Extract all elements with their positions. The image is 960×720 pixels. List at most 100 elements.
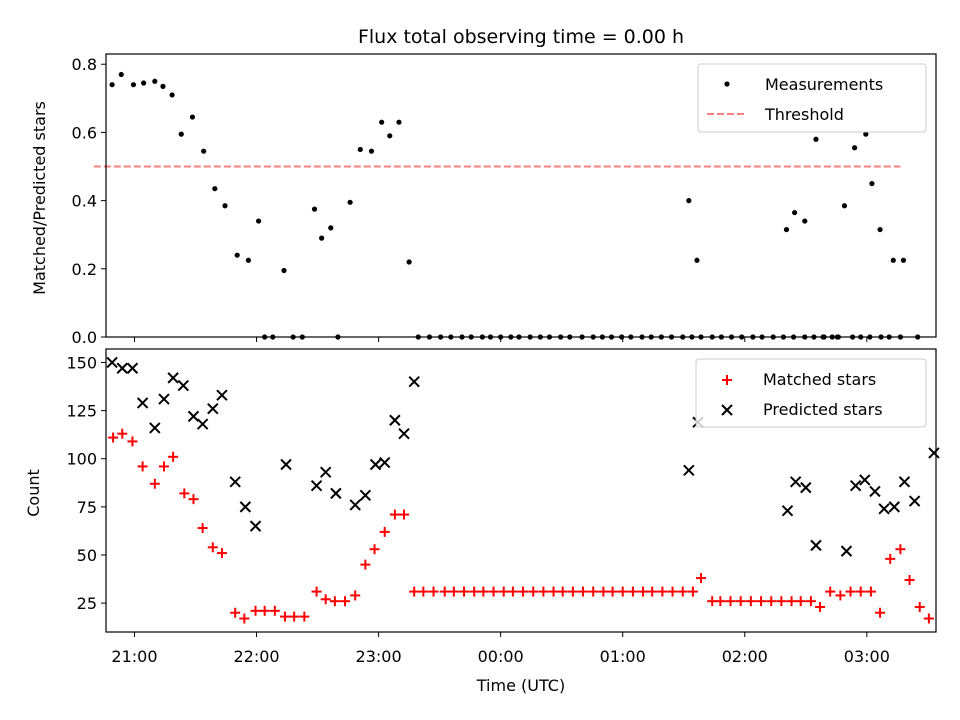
- matched-star-point: [696, 573, 707, 584]
- top-y-tick-label: 0.2: [72, 260, 97, 279]
- predicted-star-point: [869, 485, 881, 498]
- measurement-point: [877, 226, 883, 233]
- matched-star-point: [350, 590, 361, 601]
- matched-star-point: [776, 596, 787, 607]
- matched-star-point: [197, 523, 208, 534]
- matched-star-point: [548, 586, 559, 597]
- measurement-point: [396, 119, 402, 125]
- matched-star-point: [311, 586, 322, 597]
- predicted-star-point: [330, 487, 342, 500]
- measurement-point: [841, 203, 848, 209]
- predicted-star-point: [280, 458, 292, 471]
- predicted-star-point: [789, 476, 802, 488]
- matched-star-point: [647, 586, 658, 597]
- bottom-y-tick-label: 50: [77, 546, 97, 565]
- matched-star-point: [865, 586, 876, 597]
- matched-star-point: [149, 478, 160, 489]
- measurement-point: [245, 257, 252, 263]
- measurement-point: [178, 131, 184, 137]
- predicted-star-point: [683, 464, 695, 476]
- matched-star-point: [687, 586, 698, 597]
- matched-star-point: [360, 559, 371, 570]
- matched-star-point: [507, 586, 518, 597]
- top-y-tick-label: 0.0: [72, 328, 97, 347]
- legend-matched-marker: [722, 375, 732, 385]
- matched-star-point: [895, 544, 906, 555]
- measurement-point: [169, 92, 175, 98]
- measurement-point: [783, 226, 790, 233]
- matched-star-point: [108, 432, 119, 443]
- predicted-star-point: [928, 447, 940, 459]
- matched-star-point: [567, 586, 578, 597]
- measurement-point: [869, 180, 875, 187]
- predicted-star-point: [158, 393, 170, 405]
- matched-star-point: [379, 526, 390, 537]
- top-x-ticks: [133, 337, 868, 342]
- matched-star-point: [469, 586, 480, 597]
- predicted-star-point: [249, 520, 262, 532]
- bottom-legend: Matched stars Predicted stars: [695, 358, 927, 428]
- matched-star-point: [439, 586, 450, 597]
- measurement-point: [357, 146, 363, 153]
- matched-star-point: [627, 586, 638, 597]
- matched-star-point: [448, 586, 459, 597]
- matched-star-point: [914, 601, 925, 612]
- measurement-point: [890, 257, 896, 263]
- measurement-point: [189, 114, 196, 120]
- matched-star-point: [488, 586, 499, 597]
- matched-star-point: [745, 596, 756, 607]
- top-legend-box: [697, 63, 927, 133]
- matched-star-point: [766, 596, 777, 607]
- bottom-y-ticks: 25 50 75 100 125 150: [66, 353, 106, 613]
- top-y-axis-label: Matched/Predicted stars: [30, 101, 49, 295]
- matched-star-point: [677, 586, 688, 597]
- matched-star-point: [557, 586, 568, 597]
- top-y-ticks: 0.0 0.2 0.4 0.6 0.8: [72, 55, 106, 347]
- bottom-x-tick-label: 02:00: [722, 647, 768, 666]
- measurement-point: [813, 136, 819, 142]
- matched-star-point: [428, 586, 439, 597]
- top-y-tick-label: 0.4: [72, 192, 97, 211]
- measurement-point: [347, 199, 353, 205]
- matched-star-point: [239, 613, 250, 624]
- predicted-star-point: [840, 545, 853, 557]
- predicted-star-point: [878, 503, 890, 515]
- matched-star-point: [845, 586, 856, 597]
- matched-star-point: [855, 586, 866, 597]
- predicted-star-point: [859, 474, 871, 486]
- matched-star-point: [269, 605, 280, 616]
- matched-star-point: [369, 544, 380, 555]
- top-panel: Flux total observing time = 0.00 h Match…: [30, 26, 937, 347]
- matched-star-point: [598, 586, 609, 597]
- matched-star-point: [188, 494, 199, 505]
- measurement-point: [368, 148, 375, 154]
- measurement-point: [802, 218, 808, 224]
- measurement-point: [863, 131, 869, 137]
- measurement-point: [281, 267, 287, 274]
- matched-star-point: [875, 607, 886, 618]
- chart-title: Flux total observing time = 0.00 h: [358, 26, 684, 48]
- predicted-star-point: [800, 481, 812, 494]
- predicted-star-point: [349, 499, 361, 511]
- matched-star-point: [320, 594, 331, 605]
- matched-star-point: [478, 586, 489, 597]
- predicted-star-point: [239, 501, 252, 513]
- predicted-star-point: [207, 402, 219, 415]
- matched-star-point: [399, 509, 410, 520]
- matched-star-point: [329, 596, 340, 607]
- matched-star-point: [459, 586, 470, 597]
- predicted-star-point: [408, 376, 420, 388]
- legend-measurements-label: Measurements: [765, 75, 883, 94]
- bottom-y-tick-label: 125: [66, 402, 97, 421]
- matched-star-point: [735, 596, 746, 607]
- matched-star-point: [715, 596, 726, 607]
- matched-star-point: [657, 586, 668, 597]
- predicted-star-point: [229, 476, 241, 488]
- predicted-star-point: [310, 479, 323, 492]
- predicted-star-point: [898, 476, 911, 488]
- top-y-tick-label: 0.6: [72, 123, 97, 142]
- matched-star-point: [518, 586, 529, 597]
- matched-star-point: [498, 586, 509, 597]
- matched-star-point: [528, 586, 539, 597]
